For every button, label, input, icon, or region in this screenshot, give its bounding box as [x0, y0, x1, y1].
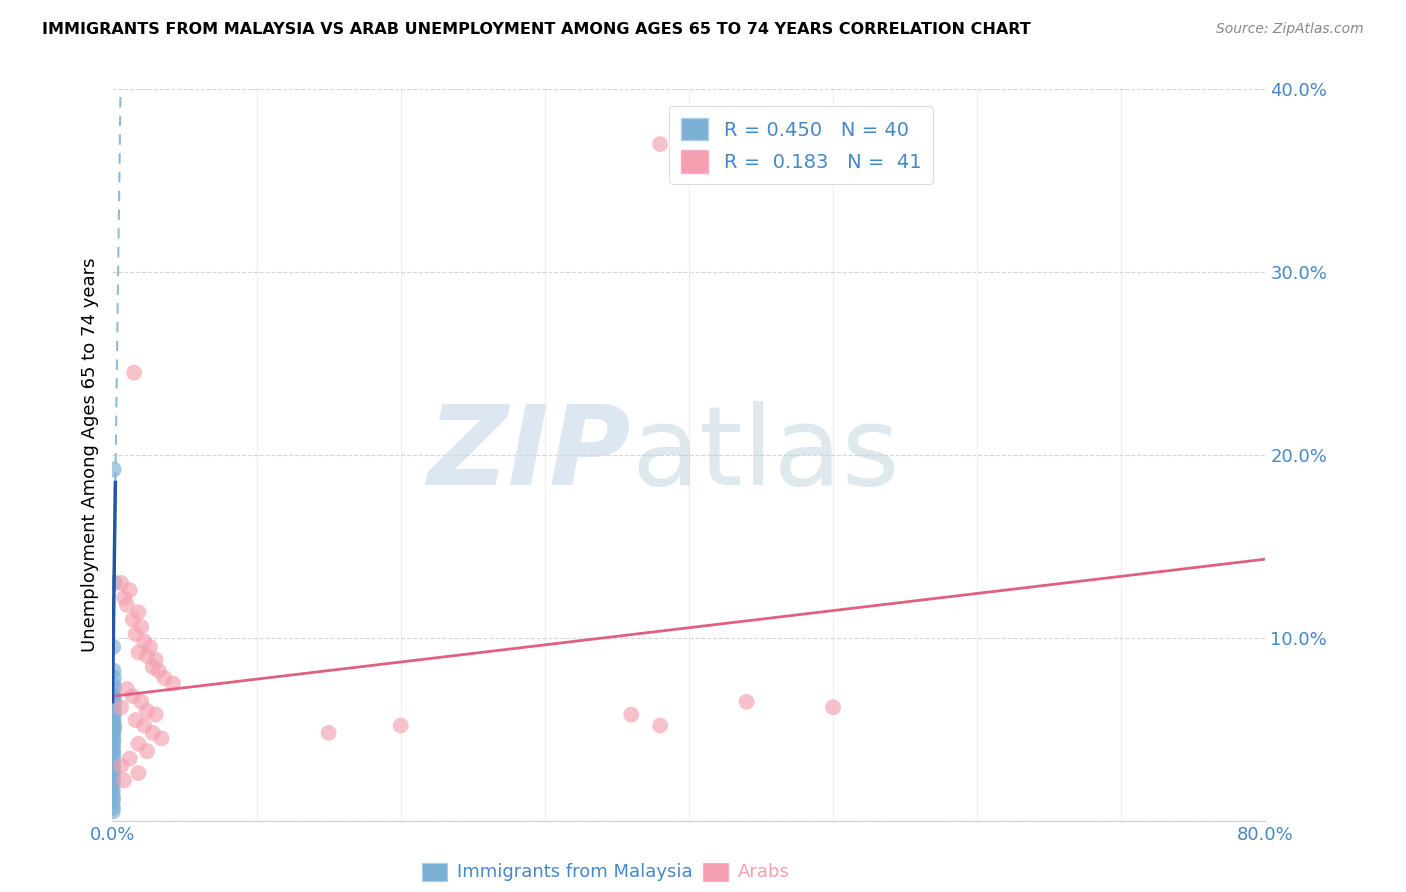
Point [103, 726, 125, 740]
Point [145, 707, 167, 722]
Point [103, 744, 125, 758]
Point [127, 605, 149, 619]
Point [103, 698, 125, 713]
Point [101, 770, 124, 784]
Point [118, 583, 141, 598]
Point [136, 704, 159, 718]
Point [121, 613, 143, 627]
Point [127, 645, 149, 659]
Point [101, 777, 124, 791]
Point [101, 768, 124, 782]
Point [103, 733, 125, 747]
Legend: R = 0.450   N = 40, R =  0.183   N =  41: R = 0.450 N = 40, R = 0.183 N = 41 [669, 106, 932, 185]
Point [150, 731, 173, 746]
Text: atlas: atlas [631, 401, 900, 508]
Point [101, 751, 124, 765]
Point [103, 711, 125, 725]
Point [124, 713, 146, 727]
Point [821, 700, 844, 714]
Point [121, 690, 143, 704]
Point [103, 691, 125, 706]
Point [735, 695, 758, 709]
Y-axis label: Unemployment Among Ages 65 to 74 years: Unemployment Among Ages 65 to 74 years [80, 258, 98, 652]
Point [103, 714, 125, 729]
Point [101, 788, 124, 802]
Point [110, 700, 132, 714]
Point [101, 801, 124, 815]
Point [101, 777, 124, 791]
Text: Immigrants from Malaysia: Immigrants from Malaysia [457, 863, 693, 881]
Point [115, 681, 138, 696]
Point [145, 653, 167, 667]
Point [139, 640, 162, 654]
Point [648, 718, 672, 732]
Point [101, 791, 124, 805]
Point [103, 664, 125, 678]
Point [142, 660, 165, 674]
Point [122, 366, 145, 380]
Point [134, 718, 156, 732]
Point [103, 747, 125, 762]
Point [101, 763, 124, 777]
Point [101, 740, 124, 755]
Text: Arabs: Arabs [738, 863, 790, 881]
Point [112, 773, 135, 788]
Point [134, 634, 156, 648]
Point [136, 744, 159, 758]
Point [104, 576, 127, 591]
Point [101, 755, 124, 769]
Point [110, 758, 132, 772]
Point [127, 737, 149, 751]
Point [101, 796, 124, 810]
Text: IMMIGRANTS FROM MALAYSIA VS ARAB UNEMPLOYMENT AMONG AGES 65 TO 74 YEARS CORRELAT: IMMIGRANTS FROM MALAYSIA VS ARAB UNEMPLO… [42, 22, 1031, 37]
Point [162, 676, 184, 690]
Point [103, 758, 125, 772]
Point [318, 726, 340, 740]
Point [101, 737, 124, 751]
Point [101, 805, 124, 819]
Point [124, 627, 146, 641]
Point [110, 576, 132, 591]
Point [101, 782, 124, 797]
Point [136, 649, 159, 664]
Point [103, 678, 125, 692]
Point [142, 726, 165, 740]
Point [389, 718, 412, 732]
Point [620, 707, 643, 722]
Point [103, 704, 125, 718]
Text: Source: ZipAtlas.com: Source: ZipAtlas.com [1216, 22, 1364, 37]
Point [103, 695, 125, 709]
Point [101, 773, 124, 788]
Point [115, 598, 138, 612]
Point [103, 707, 125, 722]
Point [103, 723, 125, 737]
Point [153, 671, 176, 685]
Point [127, 766, 149, 780]
Point [129, 695, 153, 709]
Point [129, 620, 153, 634]
Point [103, 766, 125, 780]
Text: ZIP: ZIP [427, 401, 631, 508]
Point [103, 681, 125, 696]
Point [148, 664, 170, 678]
Point [103, 718, 125, 732]
Point [101, 730, 124, 744]
Point [103, 640, 125, 654]
Point [103, 690, 125, 704]
Point [103, 462, 125, 476]
Point [112, 591, 135, 605]
Point [118, 751, 141, 765]
Point [103, 671, 125, 685]
Point [648, 136, 672, 151]
